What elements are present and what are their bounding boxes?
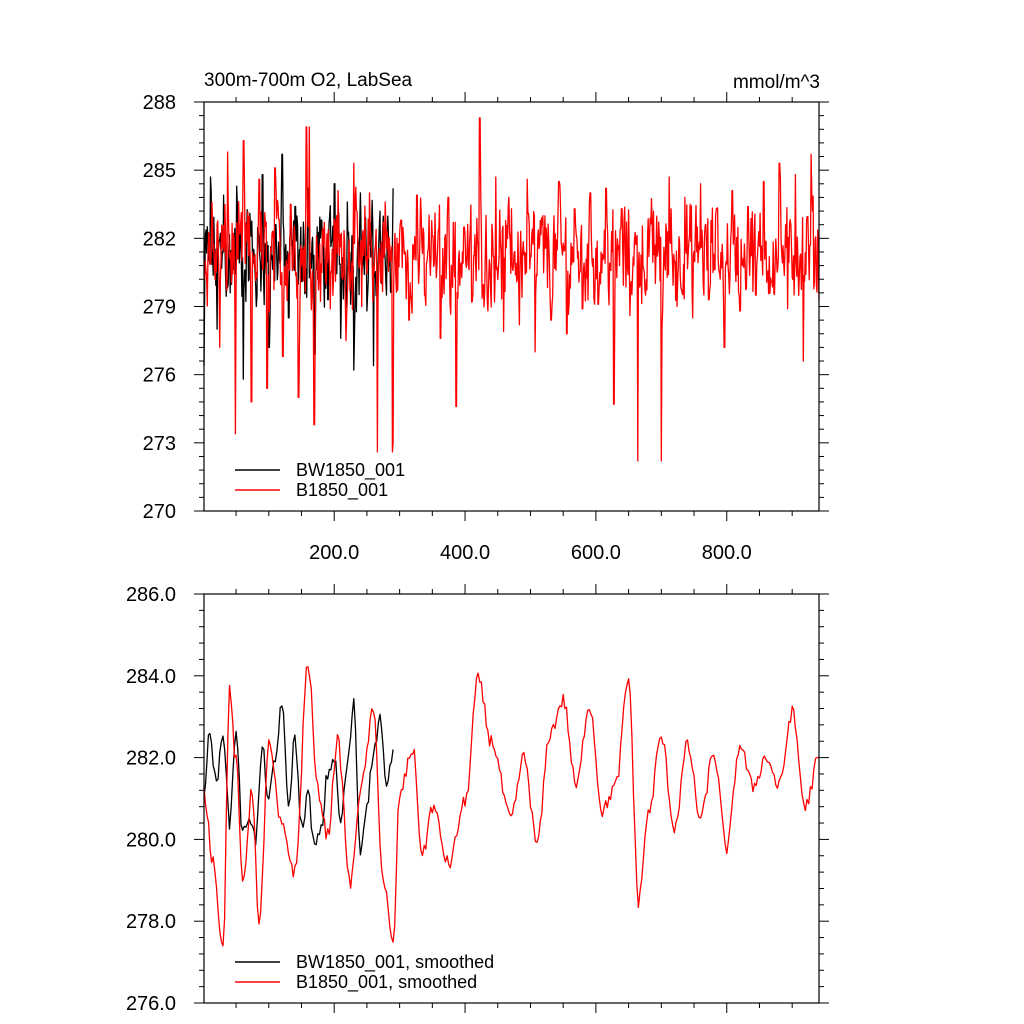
y-tick-label: 282.0 [126,748,176,770]
legend-entry: B1850_001, smoothed [296,972,477,993]
series-line-bw1850 [203,697,394,856]
y-tick-label: 279 [143,297,176,319]
y-tick-label: 280.0 [126,829,176,851]
series-line-b1850 [203,666,820,947]
top-plot-frame [203,101,820,512]
top-title-left: 300m-700m O2, LabSea [204,70,413,91]
top-tick-marks [194,92,829,521]
legend-entry: BW1850_001, smoothed [296,952,494,973]
x-tick-label: 400.0 [440,542,490,564]
bottom-series-group [203,666,820,947]
top-y-tick-labels: 270 273 276 279 282 285 288 [143,92,176,523]
y-tick-label: 288 [143,92,176,114]
y-tick-label: 276 [143,365,176,387]
top-x-tick-labels: 200.0 400.0 600.0 800.0 [309,542,752,564]
top-title-right: mmol/m^3 [733,72,820,93]
legend-entry: B1850_001 [296,480,388,501]
bottom-panel: 276.0 278.0 280.0 282.0 284.0 286.0 BW1850_00… [126,584,829,1015]
legend-entry: BW1850_001 [296,460,405,481]
y-tick-label: 276.0 [126,993,176,1015]
y-tick-label: 278.0 [126,911,176,933]
bottom-plot-frame [203,593,820,1004]
y-tick-label: 270 [143,501,176,523]
x-tick-label: 800.0 [702,542,752,564]
y-tick-label: 286.0 [126,584,176,606]
bottom-tick-marks [194,584,829,1013]
series-line-b1850 [203,117,820,462]
x-tick-label: 600.0 [571,542,621,564]
y-tick-label: 284.0 [126,666,176,688]
x-tick-label: 200.0 [309,542,359,564]
y-tick-label: 282 [143,228,176,250]
y-tick-label: 285 [143,160,176,182]
top-series-group [203,117,820,462]
y-tick-label: 273 [143,433,176,455]
bottom-y-tick-labels: 276.0 278.0 280.0 282.0 284.0 286.0 [126,584,176,1015]
top-panel: 300m-700m O2, LabSea mmol/m^3 2702732762… [143,70,829,564]
